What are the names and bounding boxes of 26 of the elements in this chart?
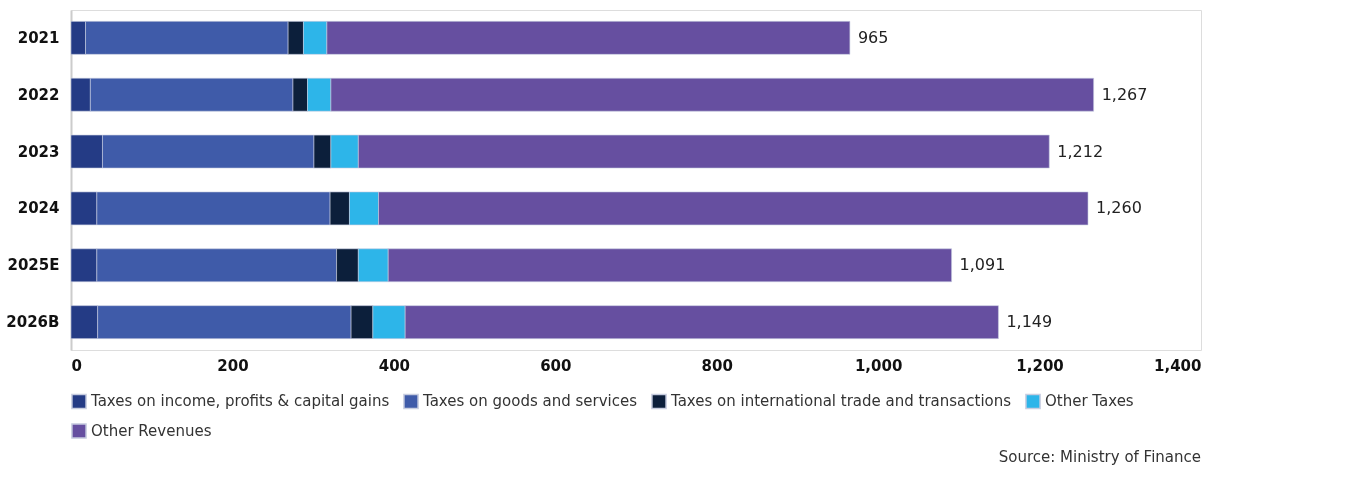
y-tick-label: 2024	[17, 199, 60, 218]
x-tick-label: 600	[540, 356, 572, 375]
x-tick-label: 1,200	[1016, 356, 1064, 375]
legend-label: Other Revenues	[91, 422, 212, 440]
x-tick-label: 1,000	[854, 356, 903, 375]
x-tick-label: 1,400	[1154, 356, 1202, 375]
y-tick-label: 2025E	[7, 256, 60, 275]
y-tick-label: 2021	[17, 28, 60, 47]
total-label: 1,091	[959, 255, 1006, 275]
source-note: Source: Ministry of Finance	[998, 448, 1201, 466]
x-tick-label: 0	[71, 356, 82, 375]
legend-label: Taxes on international trade and transactions	[670, 392, 1012, 411]
y-tick-label: 2023	[17, 142, 60, 161]
x-tick-label: 200	[217, 356, 249, 375]
legend-label: Other Taxes	[1045, 392, 1134, 411]
total-label: 1,267	[1101, 84, 1148, 104]
legend-label: Taxes on goods and services	[422, 392, 638, 411]
total-label: 1,260	[1096, 198, 1142, 218]
total-label: 965	[857, 27, 889, 47]
x-tick-label: 400	[378, 356, 411, 375]
legend-label: Taxes on income, profits & capital gains	[90, 392, 390, 411]
y-tick-label: 2026B	[6, 313, 60, 332]
x-tick-label: 800	[701, 356, 733, 375]
total-label: 1,212	[1057, 141, 1104, 161]
total-label: 1,149	[1006, 312, 1053, 332]
y-tick-label: 2022	[17, 85, 60, 104]
